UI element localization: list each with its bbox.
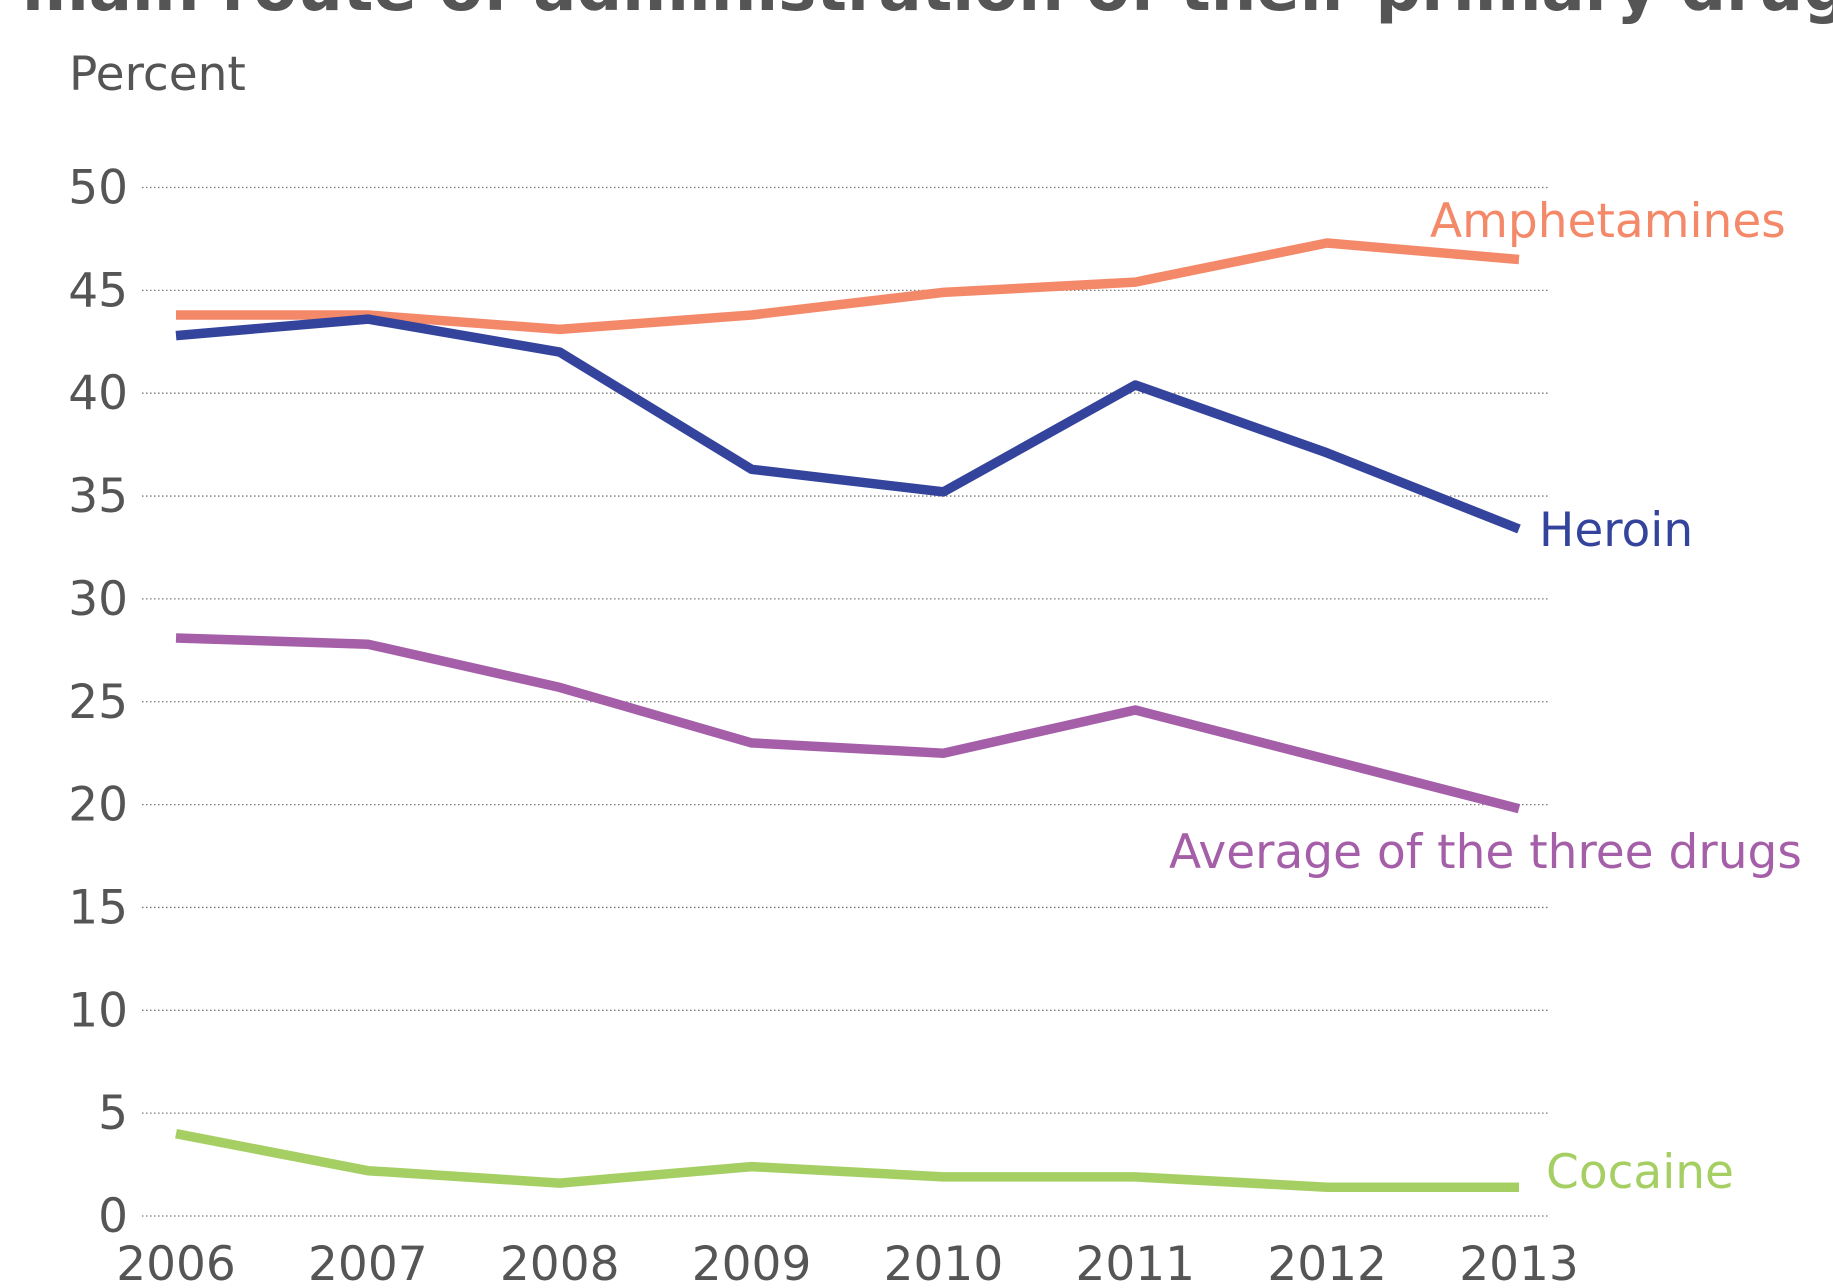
series-label: Cocaine — [1546, 1145, 1734, 1200]
x-tick-label: 2010 — [884, 1237, 1004, 1288]
y-tick-label: 20 — [68, 778, 128, 833]
x-tick-label: 2012 — [1267, 1237, 1387, 1288]
series-label: Heroin — [1539, 503, 1693, 558]
series-line — [175, 633, 1521, 814]
x-tick-label: 2008 — [500, 1237, 620, 1288]
y-tick-label: 25 — [68, 675, 128, 730]
series-line — [175, 314, 1521, 534]
x-tick-label: 2007 — [308, 1237, 428, 1288]
y-tick-label: 5 — [98, 1086, 128, 1141]
x-tick-label: 2011 — [1075, 1237, 1195, 1288]
series-label: Average of the three drugs — [1169, 825, 1802, 880]
series-line — [175, 1129, 1519, 1192]
y-tick-label: 10 — [68, 983, 128, 1038]
chart-title: main route of administration of their pr… — [22, 0, 1833, 26]
series-line — [176, 238, 1520, 335]
y-tick-label: 15 — [68, 880, 128, 935]
series-label: Amphetamines — [1430, 194, 1786, 249]
y-tick-label: 45 — [68, 263, 128, 318]
y-tick-label: 35 — [68, 469, 128, 524]
y-tick-label: 0 — [98, 1189, 128, 1244]
y-tick-label: 50 — [68, 161, 128, 216]
x-tick-label: 2009 — [692, 1237, 812, 1288]
x-tick-label: 2006 — [116, 1237, 236, 1288]
y-tick-label: 40 — [68, 366, 128, 421]
y-tick-label: 30 — [68, 572, 128, 627]
x-tick-label: 2013 — [1459, 1237, 1579, 1288]
y-axis-label: Percent — [69, 47, 246, 102]
